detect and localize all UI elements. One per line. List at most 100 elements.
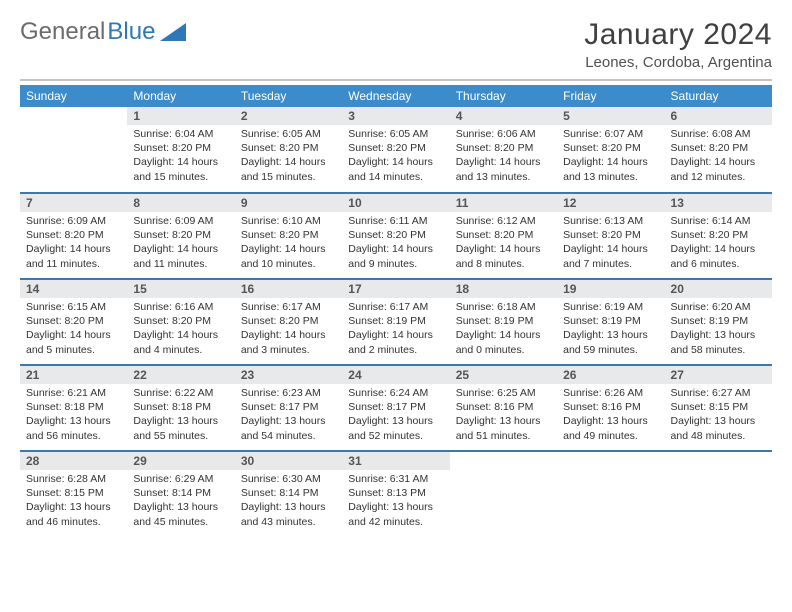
- calendar-row: 14Sunrise: 6:15 AMSunset: 8:20 PMDayligh…: [20, 279, 772, 365]
- weekday-header: Wednesday: [342, 85, 449, 107]
- calendar-cell: 9Sunrise: 6:10 AMSunset: 8:20 PMDaylight…: [235, 193, 342, 279]
- day-number: 14: [20, 280, 127, 298]
- day-content: Sunrise: 6:21 AMSunset: 8:18 PMDaylight:…: [20, 384, 127, 447]
- weekday-header: Thursday: [450, 85, 557, 107]
- calendar-page: { "brand": { "part1": "General", "part2"…: [0, 0, 792, 555]
- day-number: 26: [557, 366, 664, 384]
- calendar-cell: [665, 451, 772, 537]
- calendar-cell: 30Sunrise: 6:30 AMSunset: 8:14 PMDayligh…: [235, 451, 342, 537]
- day-content: Sunrise: 6:28 AMSunset: 8:15 PMDaylight:…: [20, 470, 127, 533]
- calendar-cell: 17Sunrise: 6:17 AMSunset: 8:19 PMDayligh…: [342, 279, 449, 365]
- day-number: 30: [235, 452, 342, 470]
- day-content: Sunrise: 6:31 AMSunset: 8:13 PMDaylight:…: [342, 470, 449, 533]
- calendar-cell: 12Sunrise: 6:13 AMSunset: 8:20 PMDayligh…: [557, 193, 664, 279]
- page-header: GeneralBlue January 2024 Leones, Cordoba…: [20, 18, 772, 71]
- day-content: Sunrise: 6:30 AMSunset: 8:14 PMDaylight:…: [235, 470, 342, 533]
- day-content: Sunrise: 6:12 AMSunset: 8:20 PMDaylight:…: [450, 212, 557, 275]
- calendar-cell: 23Sunrise: 6:23 AMSunset: 8:17 PMDayligh…: [235, 365, 342, 451]
- calendar-cell: 22Sunrise: 6:22 AMSunset: 8:18 PMDayligh…: [127, 365, 234, 451]
- day-content: Sunrise: 6:13 AMSunset: 8:20 PMDaylight:…: [557, 212, 664, 275]
- day-content: Sunrise: 6:06 AMSunset: 8:20 PMDaylight:…: [450, 125, 557, 188]
- day-content: Sunrise: 6:22 AMSunset: 8:18 PMDaylight:…: [127, 384, 234, 447]
- day-number: 12: [557, 194, 664, 212]
- calendar-cell: 6Sunrise: 6:08 AMSunset: 8:20 PMDaylight…: [665, 107, 772, 193]
- day-content: Sunrise: 6:17 AMSunset: 8:20 PMDaylight:…: [235, 298, 342, 361]
- weekday-header: Friday: [557, 85, 664, 107]
- calendar-row: 1Sunrise: 6:04 AMSunset: 8:20 PMDaylight…: [20, 107, 772, 193]
- day-content: Sunrise: 6:27 AMSunset: 8:15 PMDaylight:…: [665, 384, 772, 447]
- day-content: Sunrise: 6:14 AMSunset: 8:20 PMDaylight:…: [665, 212, 772, 275]
- calendar-row: 21Sunrise: 6:21 AMSunset: 8:18 PMDayligh…: [20, 365, 772, 451]
- day-number: 8: [127, 194, 234, 212]
- weekday-header: Sunday: [20, 85, 127, 107]
- day-content: Sunrise: 6:09 AMSunset: 8:20 PMDaylight:…: [20, 212, 127, 275]
- day-content: Sunrise: 6:17 AMSunset: 8:19 PMDaylight:…: [342, 298, 449, 361]
- day-number: 19: [557, 280, 664, 298]
- calendar-cell: 10Sunrise: 6:11 AMSunset: 8:20 PMDayligh…: [342, 193, 449, 279]
- day-number: 7: [20, 194, 127, 212]
- day-number: 22: [127, 366, 234, 384]
- day-content: Sunrise: 6:25 AMSunset: 8:16 PMDaylight:…: [450, 384, 557, 447]
- calendar-row: 7Sunrise: 6:09 AMSunset: 8:20 PMDaylight…: [20, 193, 772, 279]
- day-content: Sunrise: 6:10 AMSunset: 8:20 PMDaylight:…: [235, 212, 342, 275]
- day-content: Sunrise: 6:20 AMSunset: 8:19 PMDaylight:…: [665, 298, 772, 361]
- day-content: Sunrise: 6:05 AMSunset: 8:20 PMDaylight:…: [342, 125, 449, 188]
- weekday-header: Tuesday: [235, 85, 342, 107]
- day-number: 6: [665, 107, 772, 125]
- calendar-cell: [557, 451, 664, 537]
- calendar-table: SundayMondayTuesdayWednesdayThursdayFrid…: [20, 85, 772, 537]
- month-title: January 2024: [584, 18, 772, 52]
- calendar-cell: 26Sunrise: 6:26 AMSunset: 8:16 PMDayligh…: [557, 365, 664, 451]
- day-number: 9: [235, 194, 342, 212]
- day-content: Sunrise: 6:04 AMSunset: 8:20 PMDaylight:…: [127, 125, 234, 188]
- day-content: Sunrise: 6:09 AMSunset: 8:20 PMDaylight:…: [127, 212, 234, 275]
- location-subtitle: Leones, Cordoba, Argentina: [584, 54, 772, 71]
- day-number: 29: [127, 452, 234, 470]
- day-number: 1: [127, 107, 234, 125]
- calendar-cell: 27Sunrise: 6:27 AMSunset: 8:15 PMDayligh…: [665, 365, 772, 451]
- calendar-cell: [20, 107, 127, 193]
- day-number: 13: [665, 194, 772, 212]
- calendar-cell: 15Sunrise: 6:16 AMSunset: 8:20 PMDayligh…: [127, 279, 234, 365]
- calendar-cell: 24Sunrise: 6:24 AMSunset: 8:17 PMDayligh…: [342, 365, 449, 451]
- calendar-cell: 5Sunrise: 6:07 AMSunset: 8:20 PMDaylight…: [557, 107, 664, 193]
- day-number: 28: [20, 452, 127, 470]
- calendar-cell: 25Sunrise: 6:25 AMSunset: 8:16 PMDayligh…: [450, 365, 557, 451]
- weekday-header: Monday: [127, 85, 234, 107]
- day-number: 5: [557, 107, 664, 125]
- calendar-cell: 3Sunrise: 6:05 AMSunset: 8:20 PMDaylight…: [342, 107, 449, 193]
- brand-triangle-icon: [160, 23, 186, 41]
- header-divider: [20, 79, 772, 81]
- calendar-cell: 11Sunrise: 6:12 AMSunset: 8:20 PMDayligh…: [450, 193, 557, 279]
- calendar-cell: 31Sunrise: 6:31 AMSunset: 8:13 PMDayligh…: [342, 451, 449, 537]
- day-content: Sunrise: 6:16 AMSunset: 8:20 PMDaylight:…: [127, 298, 234, 361]
- day-number: 17: [342, 280, 449, 298]
- calendar-row: 28Sunrise: 6:28 AMSunset: 8:15 PMDayligh…: [20, 451, 772, 537]
- day-content: Sunrise: 6:11 AMSunset: 8:20 PMDaylight:…: [342, 212, 449, 275]
- calendar-cell: 14Sunrise: 6:15 AMSunset: 8:20 PMDayligh…: [20, 279, 127, 365]
- calendar-header-row: SundayMondayTuesdayWednesdayThursdayFrid…: [20, 85, 772, 107]
- day-number: 27: [665, 366, 772, 384]
- calendar-cell: 19Sunrise: 6:19 AMSunset: 8:19 PMDayligh…: [557, 279, 664, 365]
- calendar-cell: 16Sunrise: 6:17 AMSunset: 8:20 PMDayligh…: [235, 279, 342, 365]
- calendar-cell: 2Sunrise: 6:05 AMSunset: 8:20 PMDaylight…: [235, 107, 342, 193]
- day-number: 18: [450, 280, 557, 298]
- brand-part1: General: [20, 18, 105, 46]
- calendar-cell: 21Sunrise: 6:21 AMSunset: 8:18 PMDayligh…: [20, 365, 127, 451]
- day-number: 31: [342, 452, 449, 470]
- calendar-cell: 13Sunrise: 6:14 AMSunset: 8:20 PMDayligh…: [665, 193, 772, 279]
- day-number: 2: [235, 107, 342, 125]
- day-content: Sunrise: 6:26 AMSunset: 8:16 PMDaylight:…: [557, 384, 664, 447]
- calendar-cell: 18Sunrise: 6:18 AMSunset: 8:19 PMDayligh…: [450, 279, 557, 365]
- day-number: 16: [235, 280, 342, 298]
- day-number: 20: [665, 280, 772, 298]
- day-number: 3: [342, 107, 449, 125]
- day-number: 21: [20, 366, 127, 384]
- day-content: Sunrise: 6:24 AMSunset: 8:17 PMDaylight:…: [342, 384, 449, 447]
- day-content: Sunrise: 6:18 AMSunset: 8:19 PMDaylight:…: [450, 298, 557, 361]
- calendar-cell: 29Sunrise: 6:29 AMSunset: 8:14 PMDayligh…: [127, 451, 234, 537]
- day-number: 10: [342, 194, 449, 212]
- title-block: January 2024 Leones, Cordoba, Argentina: [584, 18, 772, 71]
- day-content: Sunrise: 6:05 AMSunset: 8:20 PMDaylight:…: [235, 125, 342, 188]
- day-number: 4: [450, 107, 557, 125]
